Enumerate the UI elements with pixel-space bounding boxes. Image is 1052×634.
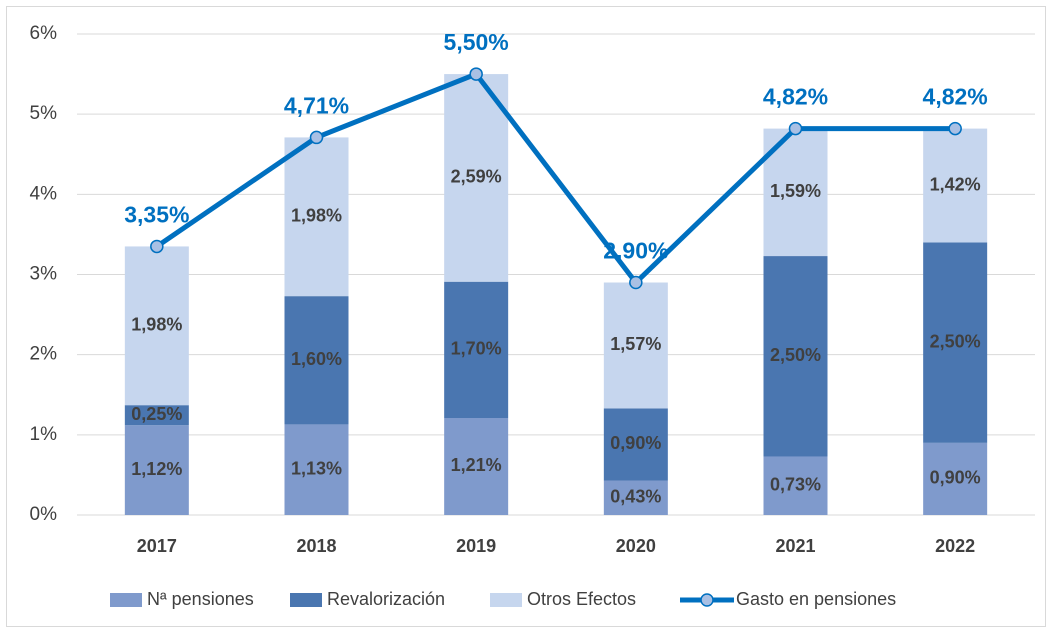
bar-value-label: 0,73% xyxy=(770,474,821,494)
bar xyxy=(124,246,189,406)
line-value-label: 3,35% xyxy=(124,202,189,228)
line-value-label: 4,82% xyxy=(763,84,828,110)
line-point xyxy=(309,130,324,145)
bar xyxy=(603,408,668,481)
bar-value-label: 2,50% xyxy=(770,345,821,365)
legend-swatch xyxy=(290,593,322,607)
bar xyxy=(444,74,509,282)
bar-value-label: 0,90% xyxy=(610,433,661,453)
y-tick-label: 6% xyxy=(30,23,58,44)
y-tick-label: 3% xyxy=(30,264,58,285)
line xyxy=(155,71,956,286)
y-tick-label: 5% xyxy=(30,103,58,124)
bar xyxy=(923,442,988,515)
bar-value-label: 1,98% xyxy=(291,206,342,226)
y-tick-label: 0% xyxy=(30,504,58,525)
bar xyxy=(284,296,349,425)
legend-label: Revalorización xyxy=(327,589,445,609)
legend-marker xyxy=(700,593,714,607)
bar-value-label: 1,70% xyxy=(451,339,502,359)
y-tick-label: 1% xyxy=(30,424,58,445)
line-point xyxy=(469,67,483,81)
line-point xyxy=(629,275,643,290)
bar xyxy=(444,417,509,515)
line-value-label: 5,50% xyxy=(444,29,509,55)
bar xyxy=(923,128,988,243)
x-tick-label: 2017 xyxy=(137,536,177,556)
bar xyxy=(284,137,349,297)
bar-value-label: 2,50% xyxy=(930,331,981,351)
line-value-label: 4,71% xyxy=(284,92,349,118)
line-value-label: 4,82% xyxy=(923,84,988,110)
bar-value-label: 1,57% xyxy=(610,334,661,354)
legend-label: Gasto en pensiones xyxy=(736,589,896,609)
bar xyxy=(124,405,189,426)
line-point xyxy=(948,121,962,136)
bar-value-label: 0,43% xyxy=(610,487,661,507)
x-tick-label: 2022 xyxy=(935,536,975,556)
bar xyxy=(284,424,349,515)
x-tick-label: 2018 xyxy=(296,536,336,556)
bar xyxy=(444,281,509,418)
line-value-label: 2,90% xyxy=(603,238,668,264)
x-tick-label: 2019 xyxy=(456,536,496,556)
bar xyxy=(923,242,988,443)
bar xyxy=(603,480,668,515)
y-tick-label: 2% xyxy=(30,344,58,365)
legend-swatch xyxy=(490,593,522,607)
legend-label: Nª pensiones xyxy=(147,589,254,609)
bar-value-label: 0,90% xyxy=(930,468,981,488)
bar-value-label: 0,25% xyxy=(131,404,182,424)
bar xyxy=(763,256,828,457)
line-point xyxy=(788,121,803,136)
bar xyxy=(763,456,828,515)
bar-value-label: 1,59% xyxy=(770,181,821,201)
x-tick-label: 2020 xyxy=(616,536,656,556)
bar-value-label: 1,42% xyxy=(930,174,981,194)
bar-value-label: 1,60% xyxy=(291,349,342,369)
bar-value-label: 1,13% xyxy=(291,458,342,478)
y-tick-label: 4% xyxy=(30,183,58,204)
line-point xyxy=(150,239,164,254)
x-tick-label: 2021 xyxy=(775,536,815,556)
legend-swatch xyxy=(110,593,142,607)
bar-value-label: 1,21% xyxy=(451,455,502,475)
bar xyxy=(603,282,668,409)
bar-value-label: 2,59% xyxy=(451,167,502,187)
bar xyxy=(124,425,189,515)
legend-label: Otros Efectos xyxy=(527,589,636,609)
bar-value-label: 1,12% xyxy=(131,459,182,479)
bar-value-label: 1,98% xyxy=(131,315,182,335)
